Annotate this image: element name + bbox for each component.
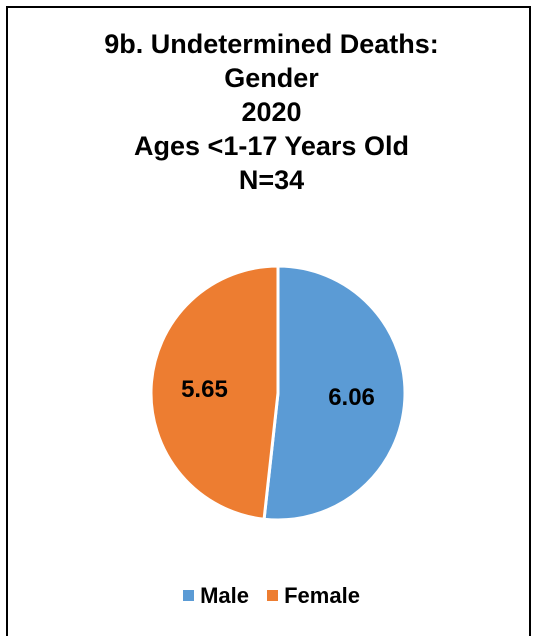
title-line-5: N=34: [238, 165, 305, 195]
legend-item-female: Female: [267, 582, 360, 610]
legend-label-male: Male: [200, 583, 249, 608]
chart-title: 9b. Undetermined Deaths: Gender 2020 Age…: [0, 27, 543, 197]
pie-data-labels: 6.06 5.65: [181, 376, 375, 411]
legend-item-male: Male: [183, 582, 249, 610]
legend-swatch-female: [267, 590, 279, 601]
title-line-1: 9b. Undetermined Deaths:: [104, 29, 439, 59]
pie-slice-female: [149, 264, 280, 521]
pie-slice-male: [262, 264, 407, 522]
title-line-2: Gender: [224, 63, 319, 93]
title-line-3: 2020: [241, 97, 302, 127]
data-label-male: 6.06: [328, 384, 375, 411]
title-line-4: Ages <1-17 Years Old: [134, 131, 409, 161]
legend-label-female: Female: [284, 583, 360, 608]
data-label-female: 5.65: [181, 376, 228, 403]
pie-slices: [149, 264, 407, 522]
legend-swatch-male: [183, 590, 195, 601]
legend: Male Female: [0, 582, 543, 610]
